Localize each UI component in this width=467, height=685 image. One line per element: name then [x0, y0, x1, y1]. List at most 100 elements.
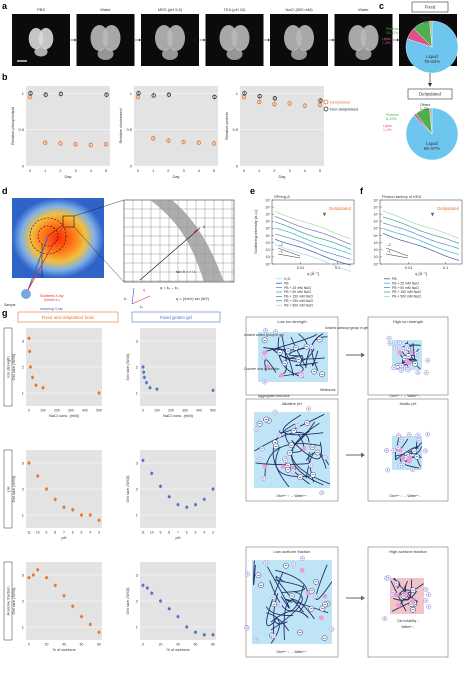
panel-label-a: a	[2, 1, 8, 11]
x-tick-label: 6	[186, 531, 188, 535]
x-tick-label: 4	[198, 168, 201, 173]
incoming-xray	[27, 235, 49, 291]
x-tick-label: 300	[68, 409, 74, 413]
data-point	[53, 583, 57, 587]
amino-group	[279, 372, 285, 378]
x-tick-label: 3	[182, 168, 185, 173]
legend-label: PB + 50 mM NaCl	[284, 290, 311, 294]
polymer-chain	[270, 591, 303, 631]
saxs-curve	[274, 216, 352, 245]
data-point	[45, 576, 48, 580]
pie-delip-others-label: Others	[420, 103, 430, 107]
polymer-chain	[275, 569, 309, 612]
col1-box	[17, 311, 119, 323]
data-point	[43, 92, 48, 97]
y-tick-label: 0.5	[232, 127, 238, 132]
pie-delip-proteins-range: 8–10%	[386, 117, 397, 121]
saxs-curve	[274, 211, 352, 240]
y-tick-label: 10⁷	[374, 213, 380, 217]
x-tick-label: 60	[194, 643, 198, 647]
transition-arrowhead	[361, 452, 365, 458]
low-ion-title: Low ion strength	[277, 319, 306, 324]
data-point	[36, 474, 40, 478]
plot-area	[134, 86, 218, 166]
amino-group	[404, 358, 410, 364]
pie-fixed-liquid-range: 79–82%	[424, 59, 440, 64]
eq-ion-high: Osmᴵᵒⁿ ↓ → Waterᴵⁿ ↓	[389, 394, 421, 398]
x-tick-label: 2	[59, 168, 62, 173]
y-tick-label: 1	[22, 391, 25, 396]
data-point	[287, 101, 292, 106]
x-tick-label: 40	[176, 643, 180, 647]
amino-group	[280, 464, 286, 470]
data-point	[211, 487, 215, 491]
data-point	[211, 388, 215, 392]
data-point	[194, 503, 197, 507]
y-tick-label: 3	[22, 339, 25, 344]
legend-label: PB	[392, 277, 397, 281]
y-tick-label: 1	[22, 513, 25, 518]
q-vec-label: q	[143, 288, 145, 292]
scatter-pattern	[12, 198, 104, 278]
data-point	[155, 387, 159, 391]
y-tick-label: 1	[22, 91, 25, 96]
amino-group	[322, 593, 328, 599]
saxs-curve	[274, 233, 352, 260]
condition-label: PBS	[37, 7, 45, 12]
eq-q: q = kₛ – k₀	[160, 285, 179, 290]
x-tick-label: 400	[196, 409, 202, 413]
sequence-arrowhead	[332, 38, 335, 42]
x-tick-label: 0	[137, 168, 140, 173]
data-point	[53, 497, 57, 501]
legend-label: PB + 250 mM NaCl	[284, 299, 313, 303]
y-tick-label: 10⁹	[265, 198, 271, 202]
scattered-xray	[27, 223, 65, 291]
data-point	[302, 103, 307, 108]
brain-cerebellum	[355, 48, 372, 60]
legend-label: PB + 150 mM NaCl	[392, 290, 421, 294]
x-axis-label: q [Å⁻¹]	[307, 271, 319, 276]
amino-group	[265, 364, 271, 370]
polymer-chain	[312, 350, 319, 367]
y-tick-label: 10⁹	[373, 198, 379, 202]
y-tick-label: 10²	[266, 248, 272, 252]
data-point	[257, 99, 262, 105]
polymer-chain	[288, 355, 304, 365]
pie-slice	[405, 107, 459, 161]
data-point	[58, 91, 64, 97]
slope-line	[385, 247, 409, 257]
peak-marker	[322, 212, 327, 217]
pie-fixed-others-label: Others	[420, 16, 430, 20]
data-point	[166, 138, 171, 143]
polymer-chain	[285, 598, 329, 614]
x-tick-label: 10	[150, 531, 154, 535]
pie-slice	[429, 20, 433, 48]
condition-label: TEA (pH 10)	[223, 7, 246, 12]
ionized-amino-label: Ionized amino group in gel	[244, 333, 284, 337]
y-tick-label: 1	[130, 91, 133, 96]
schematic-labels: Low ion strength High ion strength Ioniz…	[244, 319, 427, 654]
y-tick-label: 3	[136, 573, 139, 578]
y-tick-label: 3	[22, 573, 25, 578]
x-tick-label: 11	[141, 531, 145, 535]
col2-title: Fixed gelatin gel	[160, 315, 192, 320]
y-tick-label: 2	[22, 487, 25, 492]
data-point	[151, 93, 156, 98]
k0-vec-label: k₀	[140, 305, 144, 309]
data-point	[88, 142, 93, 148]
condition-label: MES (pH 5.5)	[158, 7, 183, 12]
data-point	[88, 622, 92, 626]
legend-label: PB + 500 mM NaCl	[392, 295, 421, 299]
polymer-chain	[295, 362, 318, 367]
y-tick-label: 10³	[374, 241, 380, 245]
x-tick-label: 8	[54, 531, 56, 535]
x-tick-label: 1	[44, 168, 47, 173]
x-tick-label: 0	[28, 409, 30, 413]
x-axis-label: % of acetone	[166, 647, 190, 652]
data-point	[181, 139, 186, 145]
row-label-box	[3, 449, 13, 529]
panel-label-c: c	[379, 1, 384, 11]
y-tick-label: 3	[136, 339, 139, 344]
arrowhead	[428, 83, 432, 87]
data-point	[318, 98, 323, 103]
